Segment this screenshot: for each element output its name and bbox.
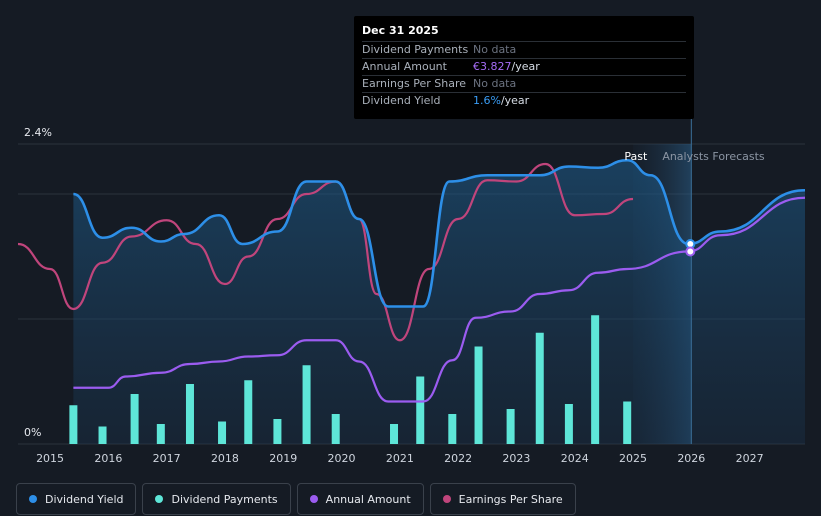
dividend-chart: 2.4% 0% Past Analysts Forecasts 2015 2016…	[17, 119, 806, 465]
x-tick-label: 2026	[677, 452, 705, 465]
dividend-payment-bar	[302, 365, 311, 444]
tooltip-value: No data	[473, 43, 517, 56]
legend-dot-icon	[29, 495, 37, 503]
legend-dot-icon	[309, 495, 318, 503]
x-axis-ticks: 2015 2016 2017 2018 2019 2020 2021 2022 2023 2024…	[36, 452, 764, 465]
tooltip-row-earnings-per-share: Earnings Per Share No data	[362, 75, 686, 92]
dividend-payment-bar	[591, 315, 600, 444]
x-tick-label: 2025	[619, 452, 647, 465]
tooltip-value: No data	[473, 77, 517, 90]
dividend-payment-bars	[69, 315, 632, 444]
x-tick-label: 2016	[94, 452, 122, 465]
dividend-payment-bar	[218, 421, 227, 444]
legend-earnings-per-share[interactable]: Earnings Per Share	[429, 483, 576, 515]
legend-label: Dividend Payments	[171, 492, 278, 506]
hover-markers	[685, 239, 696, 257]
legend-annual-amount[interactable]: Annual Amount	[296, 483, 424, 515]
series-lines	[17, 158, 806, 403]
dividend-payment-bar	[69, 405, 78, 444]
x-tick-label: 2021	[386, 452, 414, 465]
legend-dividend-payments[interactable]: Dividend Payments	[142, 483, 291, 515]
dividend-payment-bar	[273, 419, 282, 444]
annual-amount-line	[73, 196, 806, 403]
legend-label: Annual Amount	[325, 492, 411, 506]
x-tick-label: 2022	[444, 452, 472, 465]
tooltip-date: Dec 31 2025	[362, 24, 439, 37]
forecast-zone-label: Analysts Forecasts	[662, 150, 765, 163]
tooltip-row-annual-amount: Annual Amount €3.827/year	[362, 58, 686, 75]
tooltip-label: Dividend Yield	[362, 94, 441, 107]
legend-dot-icon	[155, 495, 164, 503]
x-tick-label: 2023	[502, 452, 530, 465]
x-tick-label: 2024	[561, 452, 589, 465]
dividend-payment-bar	[535, 332, 544, 444]
dividend-payment-bar	[448, 414, 457, 444]
tooltip-label: Earnings Per Share	[362, 77, 467, 90]
dividend-yield-line	[72, 158, 806, 308]
dividend-payment-bar	[623, 401, 632, 444]
legend-dividend-yield[interactable]: Dividend Yield	[16, 483, 137, 515]
dividend-payment-bar	[564, 404, 573, 444]
legend-label: Dividend Yield	[45, 492, 124, 506]
dividend-payment-bar	[130, 394, 139, 444]
x-tick-label: 2027	[736, 452, 764, 465]
tooltip-label: Annual Amount	[362, 60, 447, 73]
dividend-payment-bar	[156, 424, 165, 444]
dividend-payment-bar	[185, 384, 194, 444]
dividend-payment-bar	[244, 380, 253, 444]
dividend-payment-bar	[416, 376, 425, 444]
dividend-payment-bar	[474, 346, 483, 444]
tooltip-row-dividend-yield: Dividend Yield 1.6%/year	[362, 92, 686, 109]
tooltip-value: 1.6%/year	[473, 94, 530, 107]
dividend-payment-bar	[390, 424, 399, 444]
tooltip-row-dividend-payments: Dividend Payments No data	[362, 41, 686, 58]
past-zone-label: Past	[624, 150, 648, 163]
dividend-yield-area	[73, 160, 806, 444]
tooltip-label: Dividend Payments	[362, 43, 469, 56]
x-tick-label: 2018	[211, 452, 239, 465]
x-tick-label: 2019	[269, 452, 297, 465]
legend: Dividend Yield Dividend Payments Annual …	[16, 483, 576, 515]
legend-dot-icon	[442, 495, 451, 503]
x-tick-label: 2015	[36, 452, 64, 465]
dividend-payment-bar	[506, 409, 515, 444]
y-axis-label-top: 2.4%	[24, 126, 52, 139]
x-tick-label: 2020	[328, 452, 356, 465]
tooltip: Dec 31 2025 Dividend Payments No data An…	[354, 16, 694, 119]
tooltip-value: €3.827/year	[473, 60, 540, 73]
dividend-payment-bar	[98, 426, 107, 444]
legend-label: Earnings Per Share	[458, 492, 563, 506]
x-tick-label: 2017	[153, 452, 181, 465]
dividend-payment-bar	[331, 414, 340, 444]
y-axis-label-bottom: 0%	[24, 426, 41, 439]
annual-amount-marker	[685, 246, 696, 257]
